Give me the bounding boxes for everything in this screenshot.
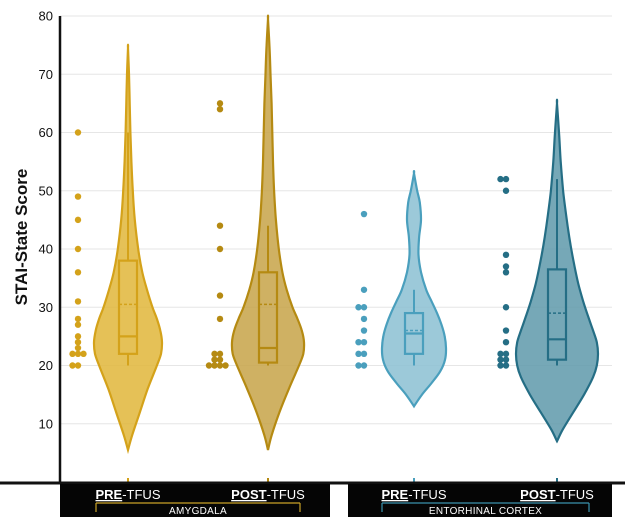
- y-tick-label: 10: [39, 416, 53, 431]
- iqr-box: [546, 268, 568, 361]
- data-point: [497, 175, 504, 183]
- y-tick-label: 50: [39, 183, 53, 198]
- footer-panel: [348, 484, 612, 517]
- region-label: AMYGDALA: [169, 506, 227, 517]
- category-label: PRE-TFUS: [95, 487, 160, 502]
- data-point: [69, 362, 76, 369]
- data-point: [355, 339, 362, 346]
- category-label-suffix: -TFUS: [267, 487, 306, 502]
- y-axis-label: STAI-State Score: [12, 169, 31, 306]
- data-point: [74, 333, 82, 340]
- data-point: [74, 245, 82, 253]
- footer-panel: [60, 484, 330, 517]
- data-point: [74, 350, 82, 358]
- category-label: POST-TFUS: [231, 487, 305, 502]
- y-tick-label: 70: [39, 67, 53, 82]
- data-point: [360, 362, 368, 369]
- data-point: [502, 339, 510, 346]
- data-point: [502, 327, 510, 334]
- y-axis-ticks: 10 20 30 40 50 60 70 80: [39, 9, 53, 432]
- data-point: [502, 187, 510, 194]
- data-point: [497, 362, 504, 369]
- data-point: [216, 245, 224, 253]
- data-point: [216, 106, 224, 113]
- data-point: [211, 356, 218, 363]
- data-point: [211, 362, 218, 369]
- data-point: [360, 339, 368, 346]
- data-point: [80, 350, 87, 358]
- data-point: [497, 350, 504, 358]
- category-label-bold: POST: [520, 487, 555, 502]
- data-point: [74, 269, 82, 276]
- data-point: [497, 356, 504, 363]
- data-point: [216, 350, 224, 358]
- category-label-bold: POST: [231, 487, 266, 502]
- data-point: [74, 129, 82, 136]
- category-label-suffix: -TFUS: [556, 487, 595, 502]
- data-point: [502, 362, 510, 369]
- data-point: [360, 304, 368, 311]
- data-point: [74, 315, 82, 323]
- data-point: [74, 193, 82, 200]
- violin-plots: [69, 14, 600, 483]
- data-point: [502, 175, 510, 183]
- data-point: [360, 327, 368, 334]
- category-label-suffix: -TFUS: [122, 487, 161, 502]
- data-point: [211, 350, 218, 358]
- data-point: [355, 350, 362, 358]
- violin-amygdala-post: [205, 14, 306, 483]
- data-point: [502, 251, 510, 259]
- category-label: POST-TFUS: [520, 487, 594, 502]
- y-tick-label: 20: [39, 358, 53, 373]
- violin-entorhinal-pre: [355, 170, 448, 483]
- y-tick-label: 30: [39, 300, 53, 315]
- category-label-suffix: -TFUS: [408, 487, 447, 502]
- category-label-bold: PRE: [381, 487, 408, 502]
- iqr-box: [257, 271, 279, 364]
- data-point: [502, 304, 510, 311]
- data-point: [502, 356, 510, 363]
- violin-body: [380, 170, 448, 409]
- data-point: [216, 100, 224, 107]
- data-point: [74, 216, 82, 224]
- data-point: [216, 356, 224, 363]
- data-point: [216, 222, 224, 229]
- category-label-bold: PRE: [95, 487, 122, 502]
- y-tick-label: 40: [39, 242, 53, 257]
- data-point: [355, 362, 362, 369]
- data-point: [222, 362, 229, 369]
- data-point: [74, 321, 82, 328]
- data-point: [205, 362, 213, 369]
- data-point: [74, 344, 82, 352]
- y-tick-label: 80: [39, 9, 53, 24]
- data-point: [74, 339, 82, 346]
- data-point: [502, 263, 510, 270]
- region-label: ENTORHINAL CORTEX: [429, 506, 542, 517]
- data-point: [216, 292, 224, 299]
- data-point: [74, 298, 82, 305]
- data-point: [360, 350, 368, 358]
- violin-entorhinal-post: [497, 98, 600, 483]
- category-label: PRE-TFUS: [381, 487, 446, 502]
- data-point: [216, 315, 224, 323]
- iqr-box: [117, 259, 139, 355]
- data-point: [502, 269, 510, 276]
- data-point: [216, 362, 224, 369]
- data-point: [360, 315, 368, 323]
- data-point: [69, 350, 76, 358]
- violin-amygdala-pre: [69, 43, 164, 483]
- data-point: [360, 286, 368, 293]
- data-point: [502, 350, 510, 358]
- data-point: [355, 304, 362, 311]
- data-point: [360, 210, 368, 218]
- y-tick-label: 60: [39, 125, 53, 140]
- data-point: [74, 362, 82, 369]
